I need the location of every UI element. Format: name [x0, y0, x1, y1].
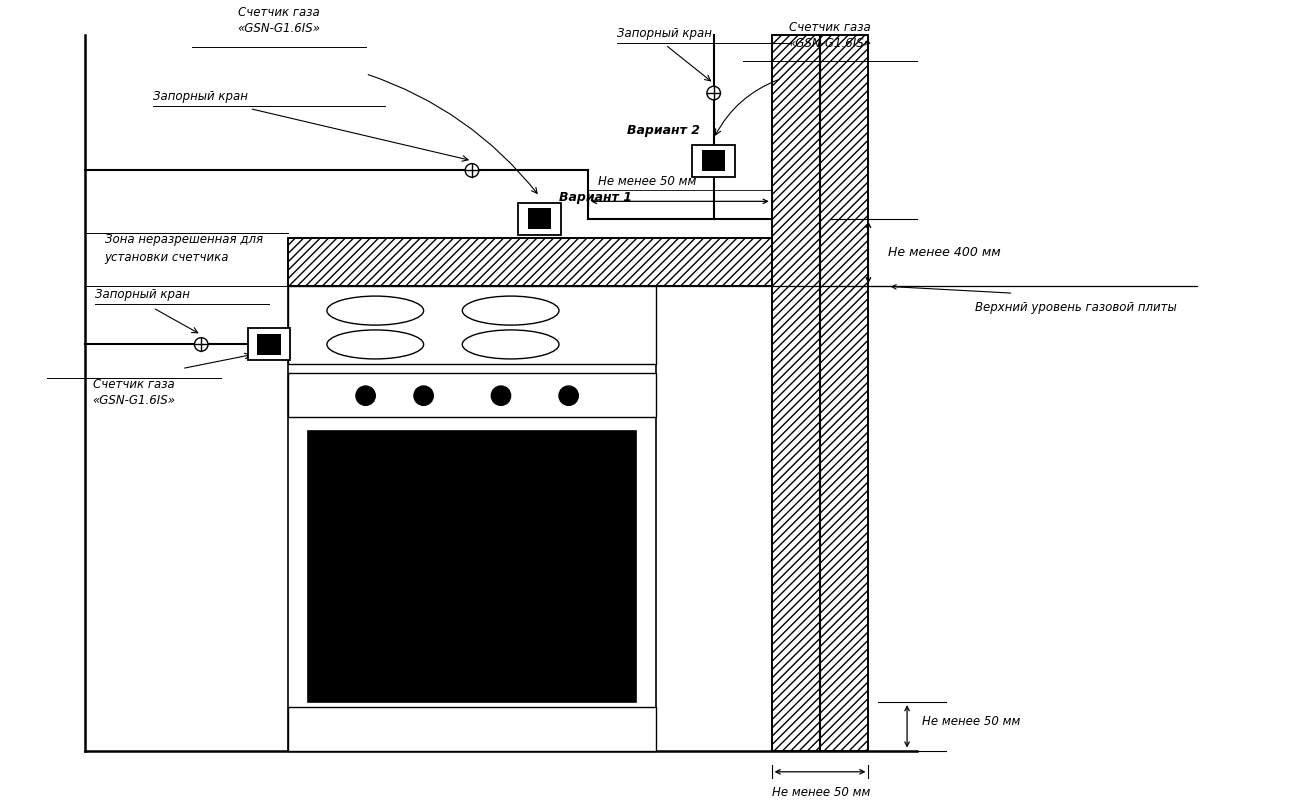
Bar [307, 431, 637, 703]
Text: Вариант 3: Вариант 3 [288, 312, 362, 325]
Text: Не менее 50 мм: Не менее 50 мм [921, 715, 1019, 728]
Text: Не менее 400 мм: Не менее 400 мм [888, 246, 1000, 259]
Text: Верхний уровень газовой плиты: Верхний уровень газовой плиты [974, 301, 1177, 314]
Circle shape [465, 164, 479, 177]
Circle shape [559, 386, 579, 405]
Circle shape [491, 386, 510, 405]
Circle shape [355, 386, 375, 405]
Text: Вариант 1: Вариант 1 [559, 191, 632, 205]
Bar [702, 150, 725, 172]
Ellipse shape [327, 296, 424, 325]
Bar [771, 35, 868, 751]
Ellipse shape [463, 296, 559, 325]
Text: Запорный кран: Запорный кран [152, 90, 248, 103]
Circle shape [707, 87, 721, 99]
FancyBboxPatch shape [518, 203, 561, 235]
Circle shape [413, 386, 433, 405]
Text: Вариант 2: Вариант 2 [627, 124, 700, 136]
FancyBboxPatch shape [693, 145, 735, 176]
Text: Запорный кран: Запорный кран [618, 27, 712, 40]
Text: Счетчик газа
«GSN-G1.6IS»: Счетчик газа «GSN-G1.6IS» [236, 6, 320, 35]
Text: Не менее 50 мм: Не менее 50 мм [771, 786, 870, 800]
Text: Зона неразрешенная для
установки счетчика: Зона неразрешенная для установки счетчик… [105, 233, 262, 264]
Text: Запорный кран: Запорный кран [94, 288, 190, 301]
FancyBboxPatch shape [248, 329, 291, 360]
Bar [288, 286, 655, 364]
Bar [257, 334, 280, 355]
Text: Счетчик газа
«GSN-G1.6IS»: Счетчик газа «GSN-G1.6IS» [92, 379, 174, 407]
Bar [288, 374, 655, 417]
Ellipse shape [463, 330, 559, 359]
Text: Счетчик газа
«GSN-G1.6IS»: Счетчик газа «GSN-G1.6IS» [788, 21, 871, 50]
Text: Не менее 50 мм: Не менее 50 мм [598, 175, 696, 188]
Ellipse shape [327, 330, 424, 359]
Bar [288, 238, 771, 286]
Circle shape [195, 338, 208, 351]
Bar [288, 707, 655, 751]
Bar [288, 286, 655, 751]
Bar [771, 35, 868, 751]
Bar [528, 208, 552, 229]
Bar [288, 238, 771, 286]
